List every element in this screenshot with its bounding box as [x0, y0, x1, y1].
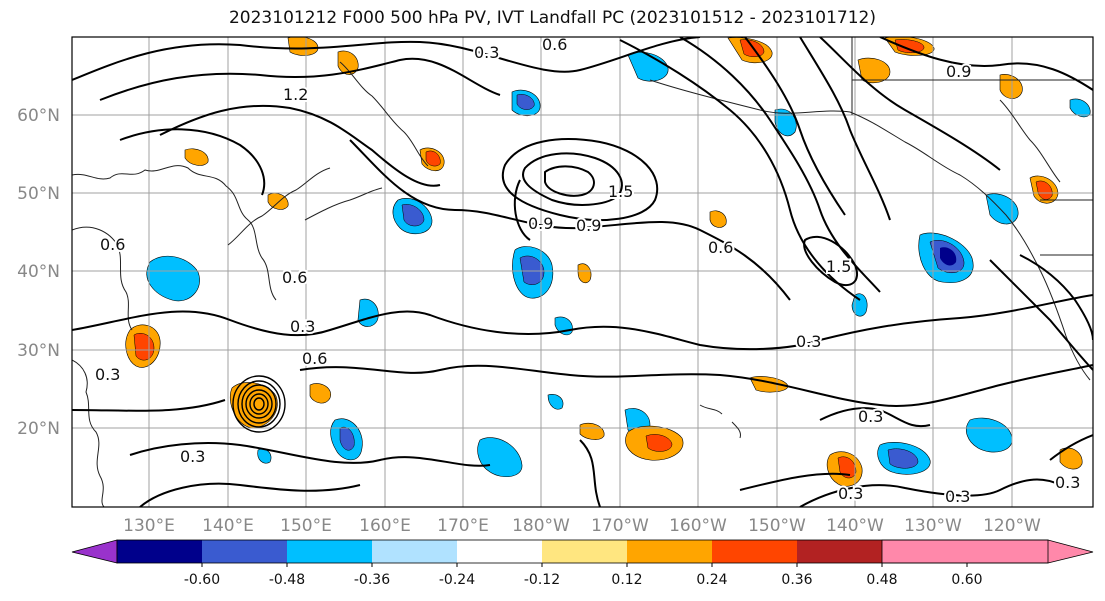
lat-label-40n: 40°N	[17, 262, 60, 282]
negative-anomaly	[1069, 98, 1091, 118]
latitude-labels: 60°N 50°N 40°N 30°N 20°N	[17, 106, 60, 439]
contour-label: 1.2	[283, 85, 308, 104]
contour-label: 0.3	[95, 365, 120, 384]
contour-label: 0.6	[542, 35, 567, 54]
contour-label: 1.5	[608, 182, 633, 201]
positive-anomaly-strong	[739, 39, 765, 57]
positive-anomaly-strong	[837, 456, 857, 479]
contour-label: 0.9	[576, 216, 601, 235]
longitude-labels: 130°E 140°E 150°E 160°E 170°E 180°W 170°…	[123, 516, 1041, 536]
colorbar-tick-label: 0.24	[696, 572, 727, 588]
plot-frame	[71, 36, 1094, 508]
negative-anomaly-strong	[401, 204, 425, 227]
negative-anomaly-strong	[887, 448, 919, 469]
contour-label: 0.9	[528, 214, 553, 233]
negative-anomaly	[547, 394, 564, 410]
contour-label: 0.3	[474, 43, 499, 62]
lat-label-20n: 20°N	[17, 419, 60, 439]
map-layers: 0.3 0.6 0.9 1.2 1.5 0.3 0.6 0.9 0.6 0.3 …	[72, 35, 1093, 507]
contour-label: 0.3	[290, 317, 315, 336]
lat-label-30n: 30°N	[17, 341, 60, 361]
colorbar: -0.60 -0.48 -0.36 -0.24 -0.12 0.12 0.24 …	[71, 539, 1094, 588]
negative-anomaly	[477, 437, 523, 478]
colorbar-segment	[627, 540, 712, 563]
contour-labels: 0.3 0.6 0.9 1.2 1.5 0.3 0.6 0.9 0.6 0.3 …	[93, 35, 1082, 507]
positive-anomaly-strong	[894, 39, 925, 53]
colorbar-tick-label: -0.36	[354, 572, 390, 588]
negative-anomaly	[146, 255, 200, 302]
contour-label: 0.6	[708, 238, 733, 257]
contour-label: 0.3	[796, 332, 821, 351]
negative-anomaly-strong	[519, 255, 545, 285]
colorbar-extend-max	[881, 539, 1094, 564]
colorbar-segment	[287, 540, 372, 563]
lon-label: 160°W	[669, 516, 727, 536]
contour-label: 0.3	[945, 487, 970, 506]
negative-anomaly-max	[940, 247, 957, 266]
coastlines	[72, 37, 1093, 507]
colorbar-tick-label: 0.60	[951, 572, 982, 588]
contour-label: 0.3	[180, 447, 205, 466]
lon-label: 150°E	[280, 516, 332, 536]
contour-label: 0.6	[302, 349, 327, 368]
positive-anomaly	[579, 422, 605, 440]
lon-label: 130°W	[904, 516, 962, 536]
colorbar-segment	[202, 540, 287, 563]
typhoon-contours	[232, 375, 286, 433]
lon-label: 140°W	[826, 516, 884, 536]
negative-anomaly	[985, 193, 1019, 225]
positive-anomaly-strong	[1035, 180, 1053, 200]
colorbar-segment	[797, 540, 882, 563]
contour-label: 0.3	[1055, 473, 1080, 492]
colorbar-tick-label: -0.60	[184, 572, 220, 588]
colorbar-extend-min	[71, 539, 118, 564]
contour-label: 0.6	[100, 235, 125, 254]
colorbar-tick-label: 0.12	[611, 572, 642, 588]
positive-anomaly	[1059, 447, 1083, 470]
lon-label: 170°E	[437, 516, 489, 536]
positive-anomaly-strong	[645, 434, 673, 452]
colorbar-segment	[712, 540, 797, 563]
lon-label: 170°W	[591, 516, 649, 536]
colorbar-frame	[116, 539, 1049, 564]
colorbar-tick-label: -0.12	[524, 572, 560, 588]
colorbar-segment	[542, 540, 627, 563]
lat-label-60n: 60°N	[17, 106, 60, 126]
positive-anomaly	[337, 50, 359, 75]
colorbar-tick-label: -0.24	[439, 572, 475, 588]
lon-label: 160°E	[359, 516, 411, 536]
colorbar-tick-label: 0.36	[781, 572, 812, 588]
positive-anomaly	[709, 210, 727, 228]
lon-label: 140°E	[202, 516, 254, 536]
colorbar-segment	[117, 540, 202, 563]
colorbar-segment	[372, 540, 457, 563]
contour-label: 0.3	[858, 407, 883, 426]
lon-label: 130°E	[123, 516, 175, 536]
negative-anomaly	[851, 293, 868, 317]
pv-contours	[72, 37, 1093, 507]
lat-label-50n: 50°N	[17, 184, 60, 204]
lon-label: 180°W	[512, 516, 570, 536]
positive-anomaly	[184, 148, 209, 166]
positive-anomaly-strong	[425, 150, 441, 167]
colorbar-segment	[457, 540, 542, 563]
lon-label: 120°W	[983, 516, 1041, 536]
contour-label: 0.6	[282, 268, 307, 287]
colorbar-ticks	[201, 563, 968, 567]
shading-layer	[125, 37, 1091, 487]
map-title: 2023101212 F000 500 hPa PV, IVT Landfall…	[228, 8, 876, 28]
positive-anomaly	[577, 263, 592, 284]
colorbar-tick-label: 0.48	[866, 572, 897, 588]
negative-anomaly	[966, 417, 1013, 453]
graticule	[72, 37, 1093, 507]
colorbar-tick-label: -0.48	[269, 572, 305, 588]
contour-label: 1.5	[826, 257, 851, 276]
positive-anomaly	[309, 383, 331, 404]
contour-label: 0.3	[838, 484, 863, 503]
lon-label: 150°W	[748, 516, 806, 536]
negative-anomaly-strong	[516, 94, 535, 110]
contour-label: 0.9	[946, 62, 971, 81]
